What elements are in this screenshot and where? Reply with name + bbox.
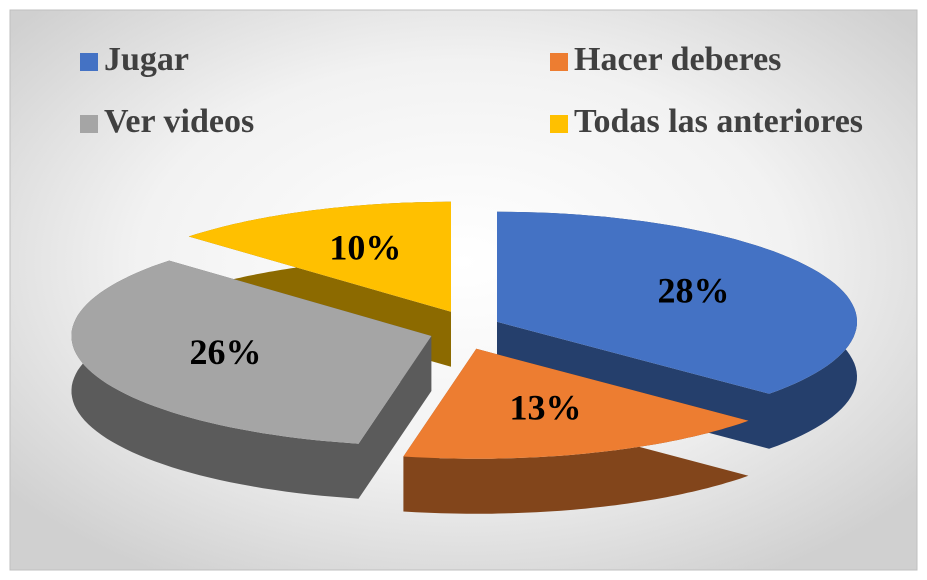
data-label: 10% (329, 228, 401, 268)
legend-swatch (80, 53, 98, 71)
legend-swatch (550, 115, 568, 133)
legend-swatch (550, 53, 568, 71)
legend-swatch (80, 115, 98, 133)
legend-label: Todas las anteriores (574, 103, 863, 140)
slice (403, 348, 749, 459)
data-label: 28% (657, 271, 729, 311)
data-label: 13% (510, 388, 582, 428)
legend-label: Hacer deberes (574, 41, 781, 78)
legend-label: Jugar (104, 41, 189, 78)
slice (497, 211, 857, 394)
data-label: 26% (189, 332, 261, 372)
slice-tops (71, 201, 857, 459)
legend-label: Ver videos (104, 103, 254, 140)
slice (188, 201, 452, 312)
slice (71, 260, 432, 444)
